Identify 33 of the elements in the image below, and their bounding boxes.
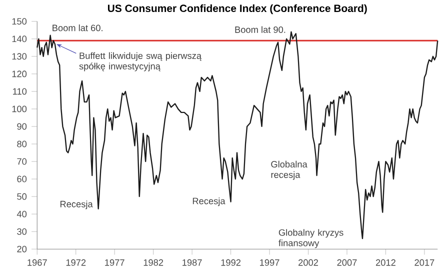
x-tick-label: 2012 — [376, 259, 396, 266]
x-tick-label: 1977 — [105, 259, 124, 266]
x-tick-label: 2002 — [298, 259, 318, 266]
x-tick-label: 1982 — [144, 259, 164, 266]
y-tick-label: 100 — [12, 106, 27, 112]
x-tick-label: 1972 — [66, 259, 86, 266]
y-tick-label: 110 — [13, 88, 27, 95]
annotation: Boom lat 90. — [235, 26, 286, 33]
annotation: Boom lat 60. — [52, 24, 102, 32]
y-tick-label: 120 — [12, 70, 27, 78]
annotation: Buffett likwiduje swą pierwszą spółkę inwestycyjną — [79, 52, 202, 72]
y-tick-label: 80 — [17, 140, 27, 148]
y-tick-label: 90 — [17, 123, 27, 130]
annotation: Globalna recesja — [271, 160, 308, 180]
annotation: Globalny kryzys finansowy — [278, 229, 344, 248]
y-tick-label: 20 — [17, 246, 27, 252]
chart-title: US Consumer Confidence Index (Conference Board) — [108, 4, 367, 14]
x-tick-label: 1992 — [221, 259, 241, 266]
y-tick-label: 70 — [17, 158, 27, 165]
y-tick-label: 40 — [16, 210, 27, 218]
x-tick-label: 1987 — [182, 259, 202, 266]
x-tick-label: 1997 — [260, 259, 280, 266]
y-tick-label: 150 — [12, 18, 27, 25]
y-tick-label: 130 — [12, 53, 27, 60]
annotation: Recesja — [60, 200, 93, 210]
x-tick-label: 2007 — [337, 259, 357, 266]
y-tick-label: 60 — [17, 176, 27, 182]
y-tick-label: 140 — [12, 36, 27, 42]
annotation: Recesja — [192, 197, 226, 206]
y-tick-label: 50 — [17, 193, 27, 200]
y-tick-label: 30 — [17, 228, 27, 235]
x-tick-label: 1967 — [28, 259, 47, 266]
x-tick-label: 2017 — [414, 259, 434, 266]
